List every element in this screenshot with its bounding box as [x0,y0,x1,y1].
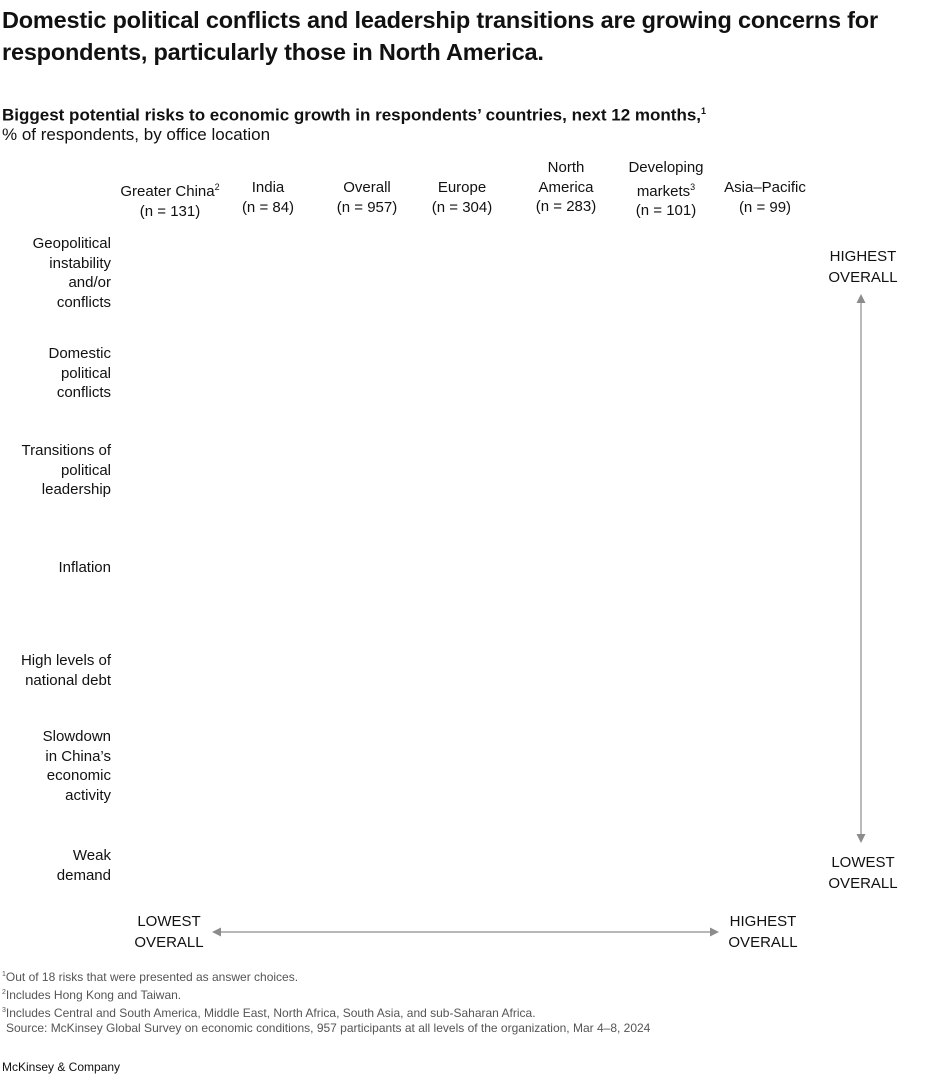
column-name: India [251,179,285,196]
column-footnote-mark: 3 [690,181,696,192]
arrow-left-icon [212,927,221,937]
arrow-down-icon [856,834,866,843]
vertical-axis-bottom-label: LOWEST OVERALL [828,854,898,892]
row-label-geopolitical: Geopolitical instability and/or conflict… [0,234,111,312]
row-label-china-slowdown: Slowdown in China’s economic activity [0,727,111,805]
row-label-weak-demand: Weak demand [0,846,111,885]
row-label-text: Geopolitical instability and/or conflict… [32,235,111,311]
column-name: Europe [437,179,487,196]
column-name-wrap: Developing markets3 [621,158,711,201]
column-sample-size: (n = 283) [535,198,597,215]
column-sample-size: (n = 99) [738,198,792,216]
row-label-text: Weak demand [56,847,111,884]
footnote-2: 2Includes Hong Kong and Taiwan. [2,985,902,1003]
row-label-political-leadership: Transitions of political leadership [0,441,111,500]
footnotes: 1Out of 18 risks that were presented as … [2,967,902,1036]
row-label-text: Slowdown in China’s economic activity [42,728,111,804]
column-header-asia-pacific: Asia–Pacific (n = 99) [710,178,820,217]
footnote-3: 3Includes Central and South America, Mid… [2,1003,902,1021]
row-label-inflation: Inflation [0,558,111,578]
vertical-axis-arrow [856,294,866,843]
row-label-text: Inflation [58,559,111,576]
row-label-text: Domestic political conflicts [48,345,111,401]
row-label-national-debt: High levels of national debt [0,651,111,690]
footnote-mark: 3 [2,1007,6,1014]
brand-logo-text: McKinsey & Company [2,1060,121,1074]
column-header-north-america: North America (n = 283) [511,158,621,217]
footnote-text: Includes Hong Kong and Taiwan. [5,988,182,1002]
chart-title: Biggest potential risks to economic grow… [2,100,902,127]
column-sample-size: (n = 101) [635,202,697,219]
row-label-text: High levels of national debt [20,652,111,689]
column-name: Greater China [120,183,215,200]
row-label-domestic-political: Domestic political conflicts [0,344,111,403]
chart-title-footnote-mark: 1 [701,106,707,116]
column-header-greater-china: Greater China2 (n = 131) [115,178,225,221]
column-name: Asia–Pacific [724,179,806,196]
chart-title-text: Biggest potential risks to economic grow… [2,105,702,125]
column-sample-size: (n = 957) [336,198,398,216]
horizontal-axis-right-label: HIGHEST OVERALL [728,913,798,951]
column-header-overall: Overall (n = 957) [312,178,422,217]
column-name: Overall [343,179,391,196]
vertical-axis-top-label: HIGHEST OVERALL [828,248,898,286]
column-name: North America [538,159,594,196]
footnote-mark: 2 [2,989,6,996]
footnote-text: Out of 18 risks that were presented as a… [5,970,299,984]
column-sample-size: (n = 131) [139,202,201,220]
chart-headline: Domestic political conflicts and leaders… [2,7,878,65]
column-footnote-mark: 2 [214,182,220,192]
row-label-text: Transitions of political leadership [21,442,111,498]
column-sample-size: (n = 84) [241,198,295,216]
arrow-right-icon [710,927,719,937]
source-note: Source: McKinsey Global Survey on econom… [6,1021,651,1035]
horizontal-axis-arrow [212,927,719,937]
column-name: Developing markets [628,159,704,200]
chart-unit-label: % of respondents, by office location [2,125,271,144]
column-header-india: India (n = 84) [213,178,323,217]
column-header-europe: Europe (n = 304) [407,178,517,217]
column-header-developing-markets: Developing markets3 (n = 101) [611,158,721,221]
footnote-mark: 1 [2,971,6,978]
footnote-1: 1Out of 18 risks that were presented as … [2,967,902,985]
horizontal-axis-left-label: LOWEST OVERALL [134,913,204,951]
footnote-text: Includes Central and South America, Midd… [5,1006,536,1020]
column-sample-size: (n = 304) [431,198,493,216]
arrow-up-icon [856,294,866,303]
